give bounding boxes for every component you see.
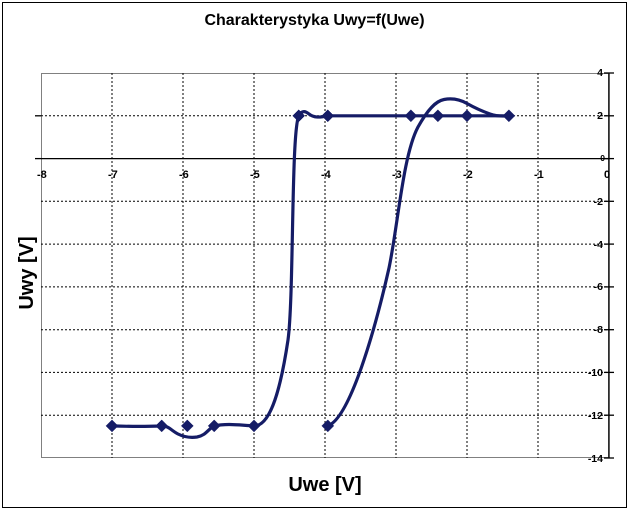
svg-text:-14: -14 xyxy=(588,453,603,465)
svg-text:-3: -3 xyxy=(392,169,402,181)
svg-text:-2: -2 xyxy=(463,169,473,181)
svg-text:-5: -5 xyxy=(250,169,260,181)
svg-text:4: 4 xyxy=(597,67,603,79)
svg-text:-6: -6 xyxy=(179,169,189,181)
svg-text:-10: -10 xyxy=(588,367,603,379)
svg-text:-2: -2 xyxy=(594,196,603,208)
svg-text:-12: -12 xyxy=(588,410,603,422)
svg-text:0: 0 xyxy=(604,169,610,181)
svg-text:-4: -4 xyxy=(594,239,603,251)
svg-text:2: 2 xyxy=(597,110,603,122)
svg-text:-7: -7 xyxy=(108,169,118,181)
svg-text:-4: -4 xyxy=(321,169,332,181)
svg-text:0: 0 xyxy=(600,153,605,163)
svg-text:-1: -1 xyxy=(534,169,544,181)
svg-text:-6: -6 xyxy=(594,281,603,293)
svg-text:-8: -8 xyxy=(594,324,603,336)
